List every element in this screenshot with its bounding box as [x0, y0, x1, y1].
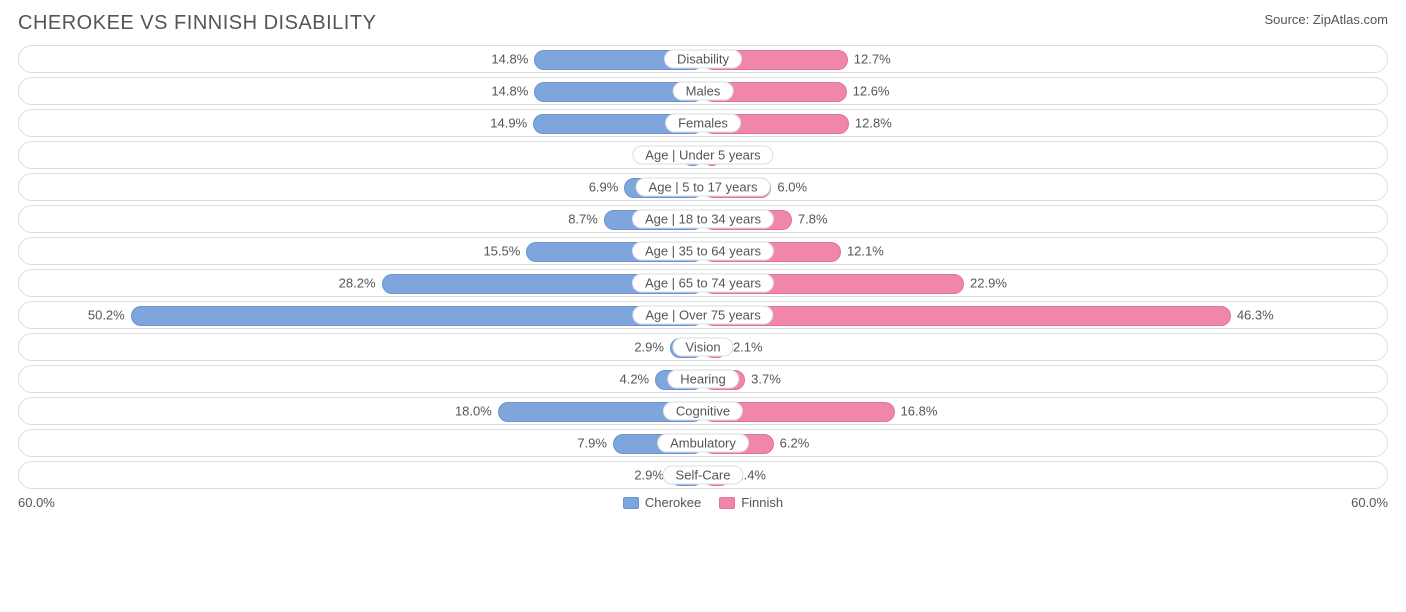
value-right: 6.2%: [780, 436, 810, 451]
value-left: 4.2%: [619, 372, 649, 387]
chart-row: 7.9% 6.2% Ambulatory: [18, 429, 1388, 457]
chart-row: 2.9% 2.1%Vision: [18, 333, 1388, 361]
bar-left: [131, 306, 703, 326]
row-label: Hearing: [667, 370, 739, 389]
row-label: Age | 35 to 64 years: [632, 242, 774, 261]
value-right: 16.8%: [901, 404, 938, 419]
legend-label-left: Cherokee: [645, 495, 701, 510]
row-label: Females: [665, 114, 741, 133]
bar-right: [703, 306, 1231, 326]
value-right: 12.8%: [855, 116, 892, 131]
value-right: 12.6%: [853, 84, 890, 99]
value-right: 22.9%: [970, 276, 1007, 291]
value-right: 3.7%: [751, 372, 781, 387]
value-left: 14.8%: [491, 52, 528, 67]
value-left: 6.9%: [589, 180, 619, 195]
chart-row: 8.7% 7.8% Age | 18 to 34 years: [18, 205, 1388, 233]
value-left: 50.2%: [88, 308, 125, 323]
legend-swatch-right: [719, 497, 735, 509]
value-right: 7.8%: [798, 212, 828, 227]
legend-swatch-left: [623, 497, 639, 509]
chart-source: Source: ZipAtlas.com: [1264, 12, 1388, 27]
chart-header: CHEROKEE VS FINNISH DISABILITY Source: Z…: [18, 12, 1388, 35]
value-left: 15.5%: [483, 244, 520, 259]
chart-container: CHEROKEE VS FINNISH DISABILITY Source: Z…: [0, 0, 1406, 518]
chart-row: 2.9%2.4%Self-Care: [18, 461, 1388, 489]
axis-right-max: 60.0%: [1351, 495, 1388, 510]
value-right: 46.3%: [1237, 308, 1274, 323]
value-left: 18.0%: [455, 404, 492, 419]
chart-row: 28.2% 22.9% Age | 65 to 74 years: [18, 269, 1388, 297]
row-label: Age | 65 to 74 years: [632, 274, 774, 293]
value-right: 2.1%: [733, 340, 763, 355]
row-label: Ambulatory: [657, 434, 749, 453]
chart-row: 14.9% 12.8% Females: [18, 109, 1388, 137]
chart-row: 18.0% 16.8% Cognitive: [18, 397, 1388, 425]
legend: Cherokee Finnish: [623, 495, 783, 510]
chart-row: 14.8% 12.6% Males: [18, 77, 1388, 105]
axis-left-max: 60.0%: [18, 495, 55, 510]
chart-row: 15.5% 12.1% Age | 35 to 64 years: [18, 237, 1388, 265]
legend-label-right: Finnish: [741, 495, 783, 510]
chart-rows: 14.8% 12.7% Disability 14.8% 12.6% Males 14.9%…: [18, 45, 1388, 489]
value-right: 12.7%: [854, 52, 891, 67]
value-left: 7.9%: [577, 436, 607, 451]
row-label: Age | 5 to 17 years: [636, 178, 771, 197]
row-label: Cognitive: [663, 402, 743, 421]
chart-row: 50.2% 46.3% Age | Over 75 years: [18, 301, 1388, 329]
legend-item-right: Finnish: [719, 495, 783, 510]
value-left: 8.7%: [568, 212, 598, 227]
chart-footer: 60.0% Cherokee Finnish 60.0%: [18, 495, 1388, 510]
chart-row: 6.9% 6.0% Age | 5 to 17 years: [18, 173, 1388, 201]
row-label: Age | Over 75 years: [632, 306, 773, 325]
value-left: 2.9%: [634, 468, 664, 483]
value-right: 12.1%: [847, 244, 884, 259]
row-label: Vision: [672, 338, 733, 357]
legend-item-left: Cherokee: [623, 495, 701, 510]
row-label: Males: [673, 82, 734, 101]
row-label: Self-Care: [663, 466, 744, 485]
value-right: 6.0%: [777, 180, 807, 195]
chart-row: 14.8% 12.7% Disability: [18, 45, 1388, 73]
chart-row: 4.2% 3.7% Hearing: [18, 365, 1388, 393]
chart-title: CHEROKEE VS FINNISH DISABILITY: [18, 12, 376, 35]
value-left: 14.8%: [491, 84, 528, 99]
value-left: 2.9%: [634, 340, 664, 355]
value-left: 14.9%: [490, 116, 527, 131]
value-left: 28.2%: [339, 276, 376, 291]
chart-row: 1.8%1.6%Age | Under 5 years: [18, 141, 1388, 169]
row-label: Disability: [664, 50, 742, 69]
row-label: Age | Under 5 years: [632, 146, 773, 165]
row-label: Age | 18 to 34 years: [632, 210, 774, 229]
